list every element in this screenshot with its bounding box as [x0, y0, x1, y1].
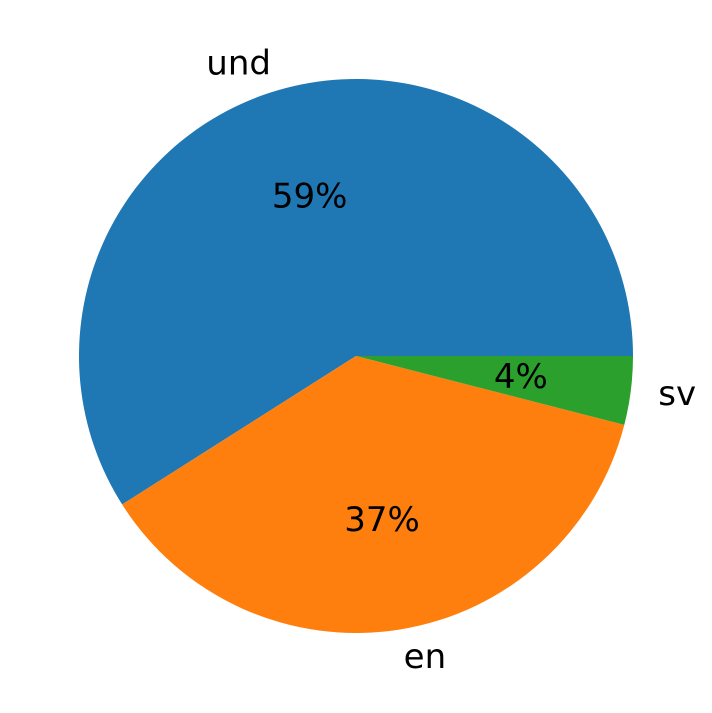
- pie-slices: [78, 78, 633, 634]
- pie-label-und: und: [206, 43, 271, 83]
- pie-label-en: en: [404, 637, 446, 677]
- pie-value-label-en: 37%: [344, 500, 420, 540]
- pie-value-label-und: 59%: [272, 176, 348, 216]
- pie-slice-en: [122, 356, 625, 634]
- pie-slice-und: [78, 78, 633, 505]
- pie-labels: und 59% en 37% sv 4%: [206, 43, 696, 677]
- pie-slice-sv: [356, 356, 633, 425]
- pie-label-sv: sv: [658, 374, 696, 414]
- pie-value-label-sv: 4%: [494, 357, 548, 397]
